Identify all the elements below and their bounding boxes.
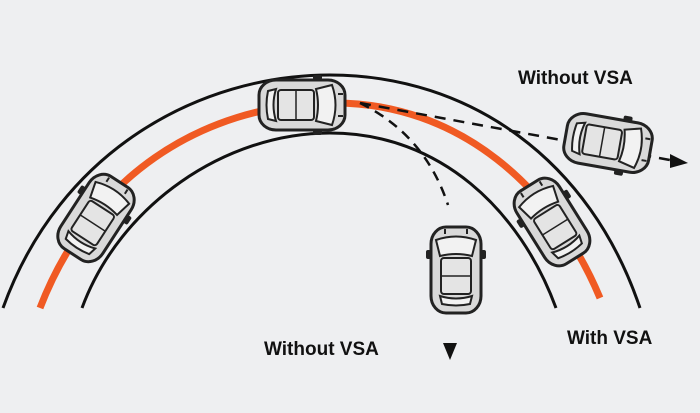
understeer-dashed-path — [359, 101, 671, 162]
car-at-apex — [257, 73, 347, 137]
label-without-vsa-top: Without VSA — [518, 68, 633, 89]
oversteer-dashed-path — [359, 101, 450, 206]
road-inner-edge — [80, 131, 558, 309]
car-understeer-drift — [558, 104, 658, 182]
arrowhead-icon — [443, 343, 457, 360]
label-with-vsa: With VSA — [567, 328, 653, 349]
car-with-vsa — [502, 168, 602, 276]
label-without-vsa-bottom: Without VSA — [264, 339, 379, 360]
car-oversteer-spin — [424, 225, 488, 315]
arrowhead-icon — [670, 154, 688, 168]
road-outer-edge — [1, 73, 642, 309]
